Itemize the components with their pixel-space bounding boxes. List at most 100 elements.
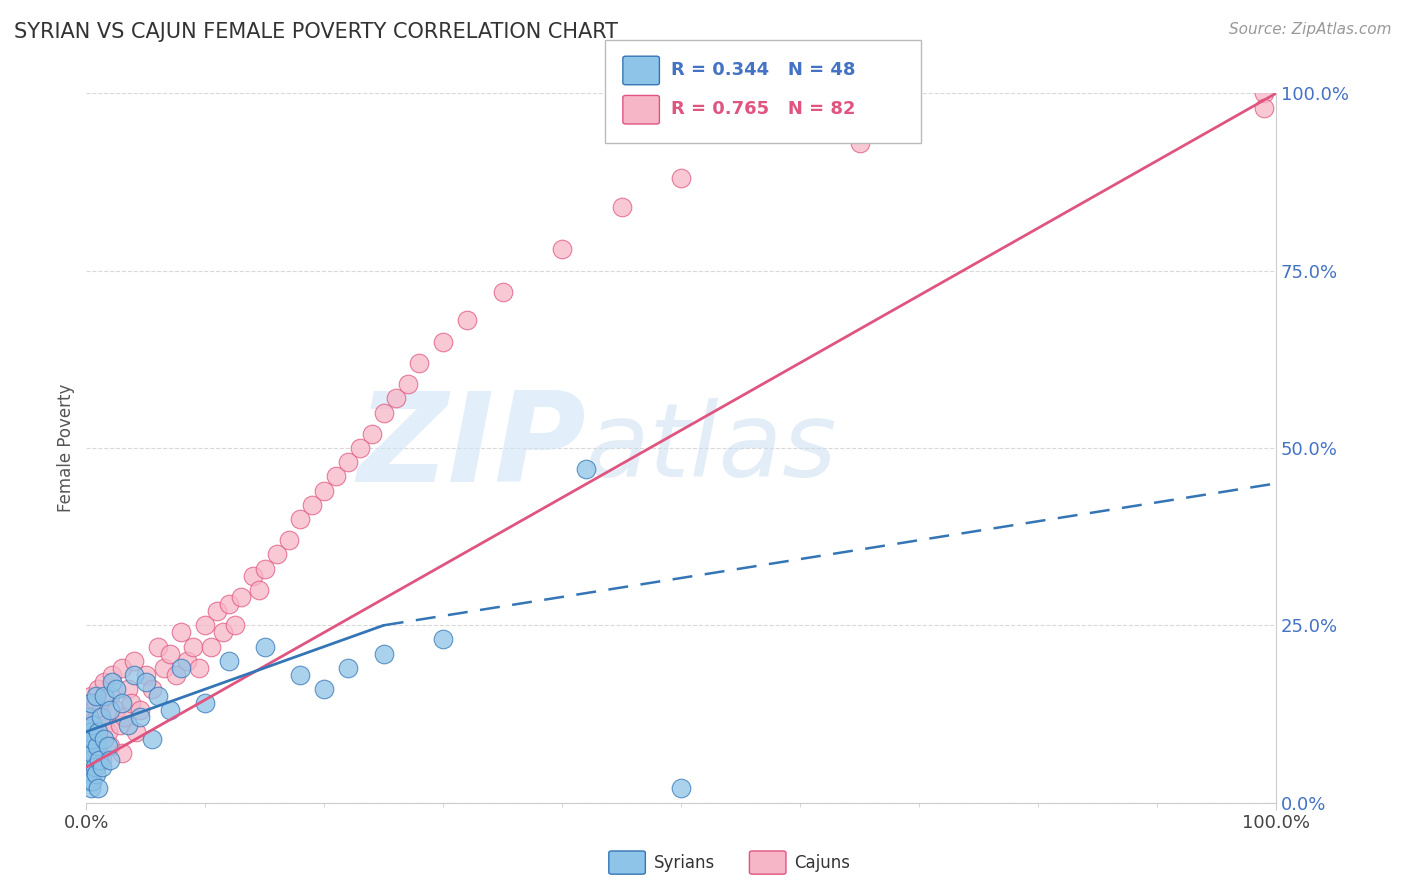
Point xyxy=(89,753,111,767)
Point xyxy=(77,710,100,724)
Point xyxy=(98,753,121,767)
Point xyxy=(90,703,112,717)
Point xyxy=(253,640,276,654)
Point xyxy=(247,582,270,597)
Point xyxy=(170,625,193,640)
Point xyxy=(79,767,101,781)
Point xyxy=(87,746,110,760)
Point xyxy=(79,724,101,739)
Point xyxy=(117,682,139,697)
Point xyxy=(82,717,104,731)
Point xyxy=(98,703,121,717)
Point xyxy=(205,604,228,618)
Point xyxy=(432,334,454,349)
Point xyxy=(200,640,222,654)
Point xyxy=(277,533,299,548)
Point xyxy=(82,774,104,789)
Point xyxy=(669,781,692,796)
Point xyxy=(108,717,131,731)
Point xyxy=(146,690,169,704)
Point xyxy=(135,668,157,682)
Point xyxy=(84,767,107,781)
Point xyxy=(79,696,101,710)
Point xyxy=(176,654,198,668)
Text: Cajuns: Cajuns xyxy=(794,854,851,871)
Point xyxy=(80,781,103,796)
Point xyxy=(325,469,347,483)
Point xyxy=(83,760,105,774)
Point xyxy=(373,405,395,419)
Point xyxy=(290,668,312,682)
Point xyxy=(575,462,598,476)
Point xyxy=(128,710,150,724)
Point xyxy=(266,547,288,561)
Point xyxy=(159,703,181,717)
Point xyxy=(122,668,145,682)
Point xyxy=(84,760,107,774)
Point xyxy=(146,640,169,654)
Point xyxy=(82,739,104,753)
Point xyxy=(152,661,174,675)
Point xyxy=(93,675,115,690)
Point xyxy=(373,647,395,661)
Point xyxy=(79,753,101,767)
Point xyxy=(135,675,157,690)
Point xyxy=(101,675,124,690)
Point xyxy=(82,731,104,746)
Point xyxy=(111,696,134,710)
Point xyxy=(337,455,360,469)
Point xyxy=(242,568,264,582)
Point xyxy=(165,668,187,682)
Point xyxy=(89,731,111,746)
Point xyxy=(77,774,100,789)
Point xyxy=(253,561,276,575)
Point xyxy=(93,731,115,746)
Point xyxy=(212,625,235,640)
Point xyxy=(82,774,104,789)
Point xyxy=(98,690,121,704)
Point xyxy=(105,703,128,717)
Point xyxy=(76,739,98,753)
Point xyxy=(1253,87,1275,101)
Point xyxy=(93,717,115,731)
Point xyxy=(86,710,108,724)
Point xyxy=(84,690,107,704)
Point xyxy=(84,696,107,710)
Point xyxy=(218,654,240,668)
Point xyxy=(337,661,360,675)
Point xyxy=(183,640,205,654)
Point xyxy=(111,661,134,675)
Point xyxy=(83,724,105,739)
Point xyxy=(1253,101,1275,115)
Point xyxy=(188,661,211,675)
Point xyxy=(80,696,103,710)
Point xyxy=(77,710,100,724)
Point xyxy=(80,746,103,760)
Point xyxy=(224,618,246,632)
Point xyxy=(86,739,108,753)
Text: SYRIAN VS CAJUN FEMALE POVERTY CORRELATION CHART: SYRIAN VS CAJUN FEMALE POVERTY CORRELATI… xyxy=(14,22,619,42)
Point xyxy=(141,682,163,697)
Point xyxy=(848,136,870,150)
Point xyxy=(314,682,336,697)
Point xyxy=(87,781,110,796)
Point xyxy=(290,512,312,526)
Point xyxy=(396,377,419,392)
Point xyxy=(669,171,692,186)
Point xyxy=(194,618,217,632)
Point xyxy=(90,710,112,724)
Point xyxy=(98,739,121,753)
Point xyxy=(111,746,134,760)
Point xyxy=(93,690,115,704)
Point xyxy=(301,498,323,512)
Point xyxy=(384,392,406,406)
Point xyxy=(77,739,100,753)
Point xyxy=(125,724,148,739)
Point xyxy=(105,682,128,697)
Point xyxy=(121,696,143,710)
Point xyxy=(77,724,100,739)
Point xyxy=(90,753,112,767)
Point xyxy=(408,356,430,370)
Text: atlas: atlas xyxy=(586,398,838,498)
Point xyxy=(128,703,150,717)
